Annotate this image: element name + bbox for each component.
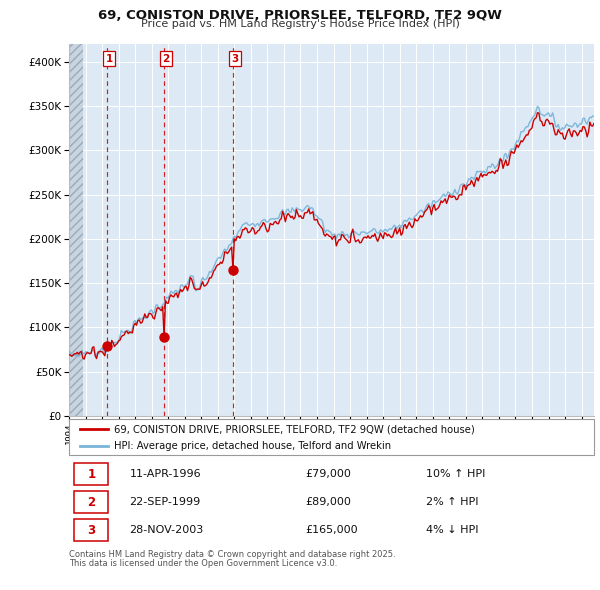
- Text: 69, CONISTON DRIVE, PRIORSLEE, TELFORD, TF2 9QW (detached house): 69, CONISTON DRIVE, PRIORSLEE, TELFORD, …: [113, 424, 475, 434]
- Text: £165,000: £165,000: [305, 525, 358, 535]
- Text: £79,000: £79,000: [305, 469, 351, 479]
- FancyBboxPatch shape: [74, 519, 109, 542]
- Text: 2: 2: [163, 54, 170, 64]
- Text: 28-NOV-2003: 28-NOV-2003: [130, 525, 203, 535]
- Text: 3: 3: [232, 54, 239, 64]
- Text: 1: 1: [106, 54, 113, 64]
- Text: HPI: Average price, detached house, Telford and Wrekin: HPI: Average price, detached house, Telf…: [113, 441, 391, 451]
- FancyBboxPatch shape: [74, 463, 109, 486]
- Text: 69, CONISTON DRIVE, PRIORSLEE, TELFORD, TF2 9QW: 69, CONISTON DRIVE, PRIORSLEE, TELFORD, …: [98, 9, 502, 22]
- Text: 2: 2: [87, 496, 95, 509]
- Text: Contains HM Land Registry data © Crown copyright and database right 2025.: Contains HM Land Registry data © Crown c…: [69, 550, 395, 559]
- Text: £89,000: £89,000: [305, 497, 351, 507]
- Text: 4% ↓ HPI: 4% ↓ HPI: [426, 525, 479, 535]
- Text: Price paid vs. HM Land Registry's House Price Index (HPI): Price paid vs. HM Land Registry's House …: [140, 19, 460, 29]
- Text: 10% ↑ HPI: 10% ↑ HPI: [426, 469, 485, 479]
- FancyBboxPatch shape: [74, 491, 109, 513]
- Text: 1: 1: [87, 468, 95, 481]
- Bar: [69, 44, 83, 416]
- Text: 3: 3: [87, 523, 95, 536]
- Text: 2% ↑ HPI: 2% ↑ HPI: [426, 497, 479, 507]
- Text: This data is licensed under the Open Government Licence v3.0.: This data is licensed under the Open Gov…: [69, 559, 337, 568]
- Text: 22-SEP-1999: 22-SEP-1999: [130, 497, 200, 507]
- Text: 11-APR-1996: 11-APR-1996: [130, 469, 201, 479]
